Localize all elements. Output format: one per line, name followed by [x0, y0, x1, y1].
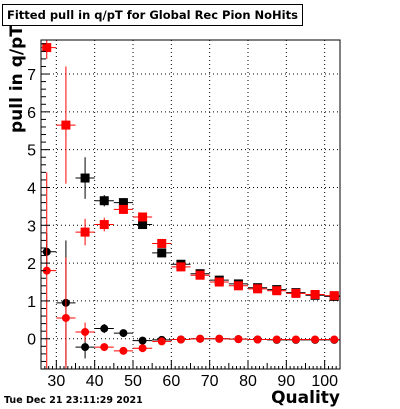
data-point — [138, 212, 148, 222]
x-axis-label: Quality — [271, 388, 340, 408]
y-tick-label: 1 — [27, 294, 36, 311]
data-marks — [41, 40, 340, 369]
data-point — [215, 334, 224, 343]
y-tick-label: 7 — [27, 67, 36, 84]
x-tick-label: 60 — [162, 373, 180, 390]
x-tick-label: 100 — [311, 373, 338, 390]
axis-ticks — [40, 43, 341, 370]
data-point — [157, 248, 167, 258]
data-point — [119, 346, 128, 355]
data-point — [196, 334, 205, 343]
data-point — [138, 220, 148, 230]
data-point — [253, 284, 263, 294]
data-point — [311, 335, 320, 344]
data-point — [176, 335, 185, 344]
data-point — [233, 281, 243, 291]
data-point — [119, 329, 128, 338]
data-point — [80, 227, 90, 237]
data-point — [61, 313, 70, 322]
y-tick-label: 2 — [27, 256, 36, 273]
chart-title: Fitted pull in q/pT for Global Rec Pion … — [2, 4, 303, 26]
x-tick-label: 80 — [239, 373, 257, 390]
data-point — [100, 324, 109, 333]
data-point — [42, 43, 52, 53]
y-tick-label: 3 — [27, 218, 36, 235]
data-point — [157, 238, 167, 248]
data-point — [272, 335, 281, 344]
plot-frame — [40, 39, 341, 370]
series-1 — [41, 40, 340, 301]
data-point — [81, 327, 90, 336]
y-axis-label: pull in q/pT — [7, 25, 27, 133]
data-point — [176, 262, 186, 272]
y-tick-label: 5 — [27, 143, 36, 160]
series-3 — [41, 172, 340, 369]
data-point — [214, 277, 224, 287]
data-point — [100, 343, 109, 352]
data-point — [61, 120, 71, 130]
data-point — [81, 343, 90, 352]
data-point — [99, 196, 109, 206]
x-tick-label: 50 — [124, 373, 142, 390]
data-point — [253, 335, 262, 344]
data-point — [329, 291, 339, 301]
x-tick-label: 30 — [47, 373, 65, 390]
tick-labels: 30 40 50 60 70 80 90 100 0 1 2 3 4 5 6 7 — [27, 67, 338, 390]
x-tick-label: 90 — [277, 373, 295, 390]
x-tick-label: 40 — [86, 373, 104, 390]
y-tick-label: 0 — [27, 332, 36, 349]
data-point — [118, 204, 128, 214]
data-point — [118, 198, 128, 208]
data-point — [234, 335, 243, 344]
data-point — [272, 286, 282, 296]
data-point — [291, 288, 301, 298]
series-2 — [41, 232, 340, 366]
data-point — [330, 335, 339, 344]
data-point — [42, 266, 51, 275]
grid-lines — [41, 40, 340, 369]
data-point — [99, 220, 109, 230]
timestamp: Tue Dec 21 23:11:29 2021 — [4, 395, 143, 406]
data-point — [310, 290, 320, 300]
data-point — [157, 337, 166, 346]
data-point — [80, 173, 90, 183]
x-tick-label: 70 — [201, 373, 219, 390]
y-tick-label: 6 — [27, 105, 36, 122]
data-point — [291, 335, 300, 344]
y-tick-label: 4 — [27, 180, 36, 197]
series-0 — [75, 157, 340, 301]
data-point — [195, 270, 205, 280]
data-point — [138, 336, 147, 345]
data-point — [138, 344, 147, 353]
